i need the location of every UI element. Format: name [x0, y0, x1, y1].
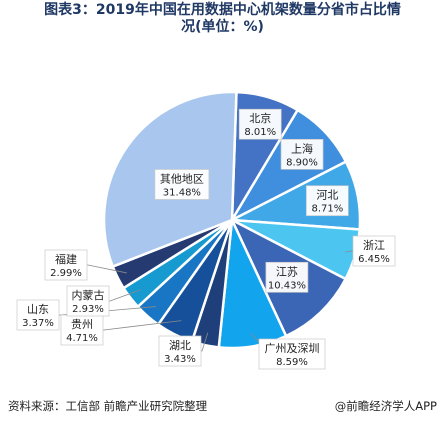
chart-title-line-1: 图表3：2019年中国在用数据中心机架数量分省市占比情	[44, 2, 401, 18]
slice-label-box	[280, 139, 324, 170]
pie-slices	[102, 90, 362, 350]
slice-name-label: 北京	[249, 111, 271, 125]
slice-name-label: 内蒙古	[72, 288, 105, 302]
slice-value-label: 4.71%	[66, 333, 98, 344]
slice-value-label: 8.01%	[244, 127, 276, 138]
slice-label-box	[154, 169, 210, 200]
slice-name-label: 上海	[291, 141, 313, 155]
slice-name-label: 江苏	[276, 265, 298, 278]
slice-value-label: 31.48%	[163, 187, 201, 198]
slice-label-box	[16, 299, 60, 331]
slice-label-box	[66, 285, 110, 317]
slice-labels: 北京 8.01% 上海 8.90% 河北 8.71% 浙江 6.45% 江苏 10.43% 广州及深…	[16, 108, 396, 370]
slice-value-label: 2.93%	[72, 304, 104, 315]
slice-name-label: 山东	[27, 303, 49, 316]
slice-name-label: 福建	[55, 252, 77, 266]
brand-credit: @前瞻经济学人APP	[334, 399, 437, 413]
slice-value-label: 3.37%	[22, 318, 54, 329]
slice-name-label: 湖北	[169, 339, 191, 352]
slice-label-box	[44, 249, 88, 281]
slice-label-box	[158, 335, 202, 367]
slice-label-box	[265, 261, 309, 293]
slice-value-label: 10.43%	[268, 280, 306, 291]
slice-name-label: 其他地区	[160, 172, 204, 185]
slice-name-label: 浙江	[363, 239, 385, 252]
chart-title-line-2: 况(单位：%)	[181, 19, 264, 35]
slice-label-box	[258, 338, 326, 370]
slice-label-box	[352, 235, 396, 267]
slice-name-label: 广州及深圳	[265, 342, 320, 355]
slice-label-box	[60, 314, 104, 346]
chart-title: 图表3：2019年中国在用数据中心机架数量分省市占比情 况(单位：%)	[0, 2, 445, 36]
slice-value-label: 2.99%	[50, 268, 82, 279]
slice-value-label: 6.45%	[358, 254, 390, 265]
slice-value-label: 3.43%	[164, 354, 196, 365]
slice-value-label: 8.71%	[311, 204, 343, 215]
slice-name-label: 贵州	[71, 318, 93, 331]
slice-label-box	[305, 185, 349, 217]
slice-name-label: 河北	[316, 189, 338, 202]
source-note: 资料来源：工信部 前瞻产业研究院整理	[8, 399, 208, 413]
slice-value-label: 8.59%	[276, 357, 308, 368]
footer: 资料来源：工信部 前瞻产业研究院整理 @前瞻经济学人APP	[8, 398, 437, 416]
pie-chart: 北京 8.01% 上海 8.90% 河北 8.71% 浙江 6.45% 江苏 10.43% 广州及深…	[16, 90, 396, 370]
slice-value-label: 8.90%	[286, 157, 318, 168]
slice-label-box	[238, 108, 282, 140]
